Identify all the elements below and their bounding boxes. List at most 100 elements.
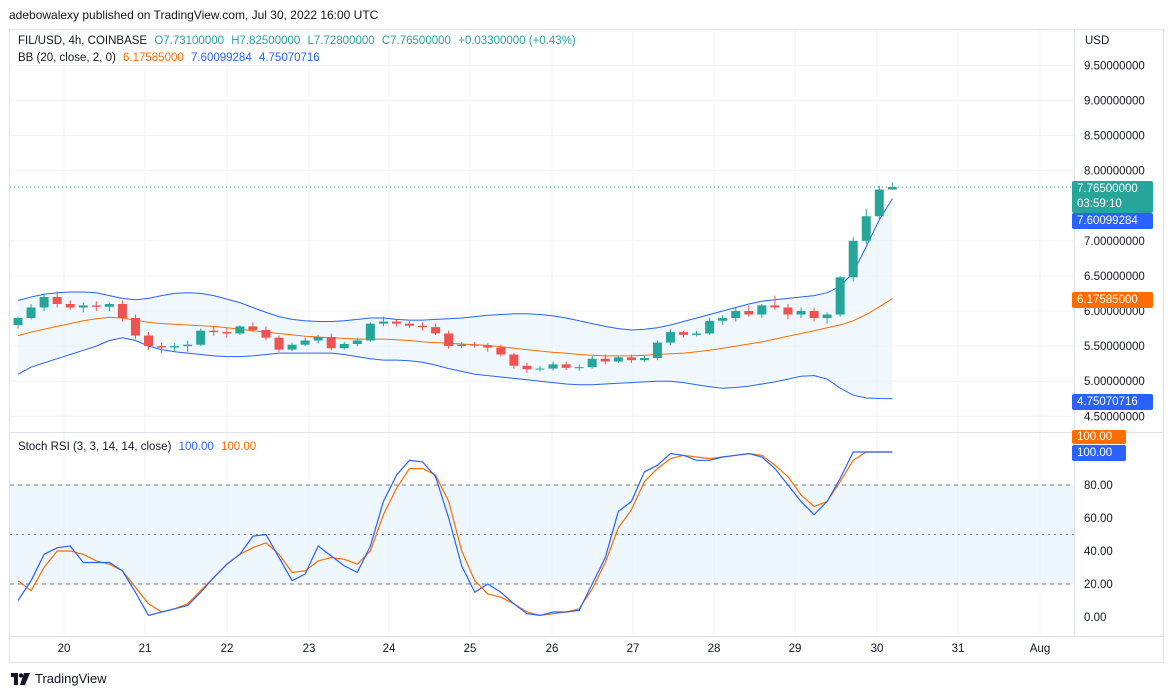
candle-body — [222, 332, 232, 334]
candle-body — [65, 303, 75, 308]
candle-body — [196, 330, 206, 345]
candle-body — [313, 336, 323, 341]
bb-lower-line — [17, 337, 893, 400]
stoch-tick-label: 0.00 — [1084, 612, 1106, 624]
candle-body — [848, 240, 858, 278]
candle-body — [130, 318, 140, 336]
candle-body — [483, 345, 493, 348]
candle-body — [78, 305, 88, 308]
candle-body — [378, 321, 388, 324]
bb-band-fill — [18, 198, 893, 399]
countdown-value: 03:59:10 — [1077, 198, 1122, 210]
candle-body — [248, 326, 258, 330]
candle-body — [209, 330, 219, 333]
candle-body — [326, 336, 336, 349]
chart-frame — [9, 29, 1164, 663]
candle-body — [235, 326, 245, 334]
stoch-tick-label: 80.00 — [1084, 480, 1113, 492]
last-price-value: 7.76500000 — [1077, 183, 1138, 195]
bb-upper-line — [17, 198, 893, 331]
candle-body — [522, 365, 532, 370]
footer[interactable]: TradingView — [11, 671, 107, 686]
last-price-tag: 7.76500000 03:59:10 — [1072, 181, 1153, 213]
time-tick-label: 21 — [139, 643, 152, 655]
candle-body — [692, 333, 702, 335]
publisher-header: adebowalexy published on TradingView.com… — [9, 8, 379, 22]
candle-body — [652, 342, 662, 359]
candle-body — [705, 320, 715, 334]
time-tick-label: 23 — [303, 643, 316, 655]
candle-body — [600, 358, 610, 362]
candle-body — [757, 305, 767, 315]
candle-body — [470, 344, 480, 346]
bb-basis-line — [17, 298, 893, 357]
candle-body — [509, 354, 519, 366]
candle-body — [104, 303, 114, 307]
candle-body — [405, 323, 414, 326]
brand-label: TradingView — [35, 671, 107, 686]
candle-body — [718, 318, 728, 321]
bb-upper-tag: 7.60099284 — [1072, 213, 1153, 229]
stoch-tick-label: 20.00 — [1084, 579, 1113, 591]
open-value: O7.73100000 — [154, 35, 225, 47]
stoch-k-value: 100.00 — [178, 441, 214, 453]
time-tick-label: 25 — [464, 643, 477, 655]
candle-body — [731, 311, 741, 319]
candle-body — [300, 340, 310, 345]
stoch-legend: Stoch RSI (3, 3, 14, 14, close) 100.00 1… — [18, 441, 260, 453]
bb-upper-value: 7.60099284 — [190, 52, 252, 64]
candle-body — [783, 307, 793, 315]
candle-body — [52, 296, 62, 304]
candle-body — [183, 344, 193, 347]
candle-body — [418, 325, 428, 328]
candle-body — [457, 344, 467, 347]
time-tick-label: 31 — [952, 643, 965, 655]
stoch-tick-label: 60.00 — [1084, 513, 1113, 525]
bb-lower-value: 4.75070716 — [258, 52, 320, 64]
candle-body — [157, 346, 167, 348]
candle-body — [365, 323, 375, 341]
candle-body — [391, 321, 401, 324]
stoch-k-line — [17, 451, 893, 617]
candle-body — [144, 335, 153, 347]
candle-body — [666, 332, 675, 343]
candle-body — [744, 311, 754, 315]
time-tick-label: 26 — [546, 643, 559, 655]
price-tick-label: 4.50000000 — [1084, 411, 1145, 423]
candle-body — [431, 327, 441, 334]
change-value: +0.03300000 (+0.43%) — [458, 35, 576, 47]
candle-body — [679, 332, 689, 335]
bb-basis-tag: 6.17585000 — [1072, 292, 1153, 308]
low-value: L7.72800000 — [307, 35, 375, 47]
candle-body — [444, 333, 454, 347]
candle-body — [626, 357, 636, 361]
time-tick-label: 22 — [221, 643, 234, 655]
stoch-d-value: 100.00 — [221, 441, 257, 453]
time-tick-label: 20 — [58, 643, 71, 655]
candle-body — [91, 305, 101, 307]
time-tick-label: 30 — [871, 643, 884, 655]
candle-body — [274, 337, 284, 350]
high-value: H7.82500000 — [231, 35, 301, 47]
candle-body — [261, 329, 271, 338]
price-tick-label: 6.00000000 — [1084, 306, 1145, 318]
candle-body — [796, 311, 806, 315]
bb-lower-tag: 4.75070716 — [1072, 394, 1153, 410]
candle-body — [561, 364, 571, 368]
candle-body — [535, 368, 545, 370]
candle-body — [639, 358, 649, 361]
time-tick-label: 24 — [383, 643, 396, 655]
price-tick-label: 5.50000000 — [1084, 341, 1145, 353]
stoch-d-tag: 100.00 — [1072, 430, 1126, 444]
price-tick-label: 8.50000000 — [1084, 131, 1145, 143]
candle-body — [352, 340, 362, 344]
candle-body — [874, 189, 884, 217]
time-tick-label: 29 — [789, 643, 802, 655]
price-tick-label: 8.00000000 — [1084, 166, 1145, 178]
time-tick-label: Aug — [1030, 643, 1050, 655]
candle-body — [13, 318, 23, 326]
candle-body — [835, 277, 845, 315]
time-tick-label: 27 — [627, 643, 640, 655]
price-tick-label: 6.50000000 — [1084, 271, 1145, 283]
